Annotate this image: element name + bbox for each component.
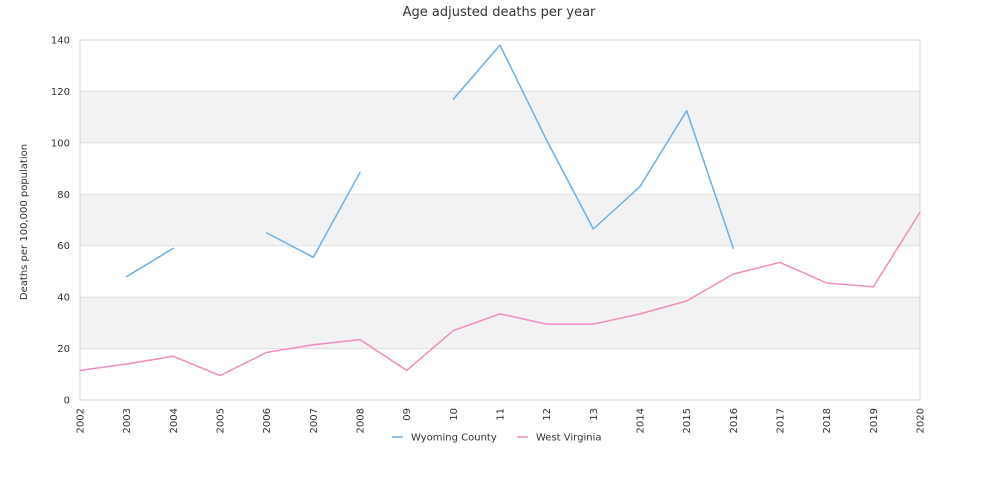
chart-title: Age adjusted deaths per year	[403, 5, 596, 20]
plot-bands	[80, 40, 920, 400]
x-tick-label: 10	[449, 408, 460, 421]
legend-label: West Virginia	[536, 433, 601, 444]
plot-band	[80, 91, 920, 143]
x-tick-label: 2004	[169, 408, 180, 433]
series-line-segment	[79, 211, 921, 377]
y-tick-label: 80	[57, 190, 70, 201]
x-tick-label: 2015	[682, 408, 693, 433]
x-tick-label: 13	[589, 408, 600, 421]
plot-band	[80, 142, 920, 195]
plot-band	[80, 245, 920, 298]
x-tick-label: 2019	[869, 408, 880, 433]
x-tick-label: 2016	[729, 408, 740, 433]
y-tick-label: 100	[51, 138, 70, 149]
x-tick-label: 2003	[122, 408, 133, 433]
y-tick-label: 20	[57, 344, 70, 355]
y-tick-label: 60	[57, 241, 70, 252]
gridlines	[80, 39, 920, 401]
x-tick-label: 2018	[822, 408, 833, 433]
x-axis-ticks: 2002 2003 2004 2005 2006 2007 2008 09 10 11 12 13 20…	[76, 408, 927, 433]
x-tick-label: 2014	[636, 408, 647, 433]
series-line-segment	[265, 171, 361, 259]
series-line-segment	[452, 44, 735, 250]
x-tick-label: 09	[402, 408, 413, 421]
x-tick-label: 11	[496, 408, 507, 421]
x-tick-label: 2006	[262, 408, 273, 433]
y-tick-label: 140	[51, 36, 70, 47]
y-axis-label: Deaths per 100,000 population	[19, 144, 30, 300]
x-tick-label: 2002	[76, 408, 87, 433]
y-axis-ticks: 0 20 40 60 80 100 120 140	[51, 36, 70, 407]
series-west-virginia	[79, 211, 921, 377]
x-tick-label: 2020	[916, 408, 927, 433]
x-tick-label: 2007	[309, 408, 320, 433]
plot-band	[80, 40, 920, 92]
x-tick-label: 2017	[776, 408, 787, 433]
y-tick-label: 0	[64, 396, 70, 407]
series-group	[79, 44, 921, 377]
series-wyoming-county	[125, 44, 735, 278]
y-tick-label: 120	[51, 87, 70, 98]
plot-band	[80, 348, 920, 400]
x-tick-label: 2005	[216, 408, 227, 433]
y-tick-label: 40	[57, 293, 70, 304]
x-tick-label: 12	[542, 408, 553, 421]
x-tick-label: 2008	[356, 408, 367, 433]
legend-label: Wyoming County	[411, 433, 497, 444]
plot-band	[80, 297, 920, 349]
legend: Wyoming County West Virginia	[392, 433, 601, 444]
series-line-segment	[125, 247, 175, 278]
plot-band	[80, 194, 920, 246]
plot-border	[79, 39, 921, 401]
